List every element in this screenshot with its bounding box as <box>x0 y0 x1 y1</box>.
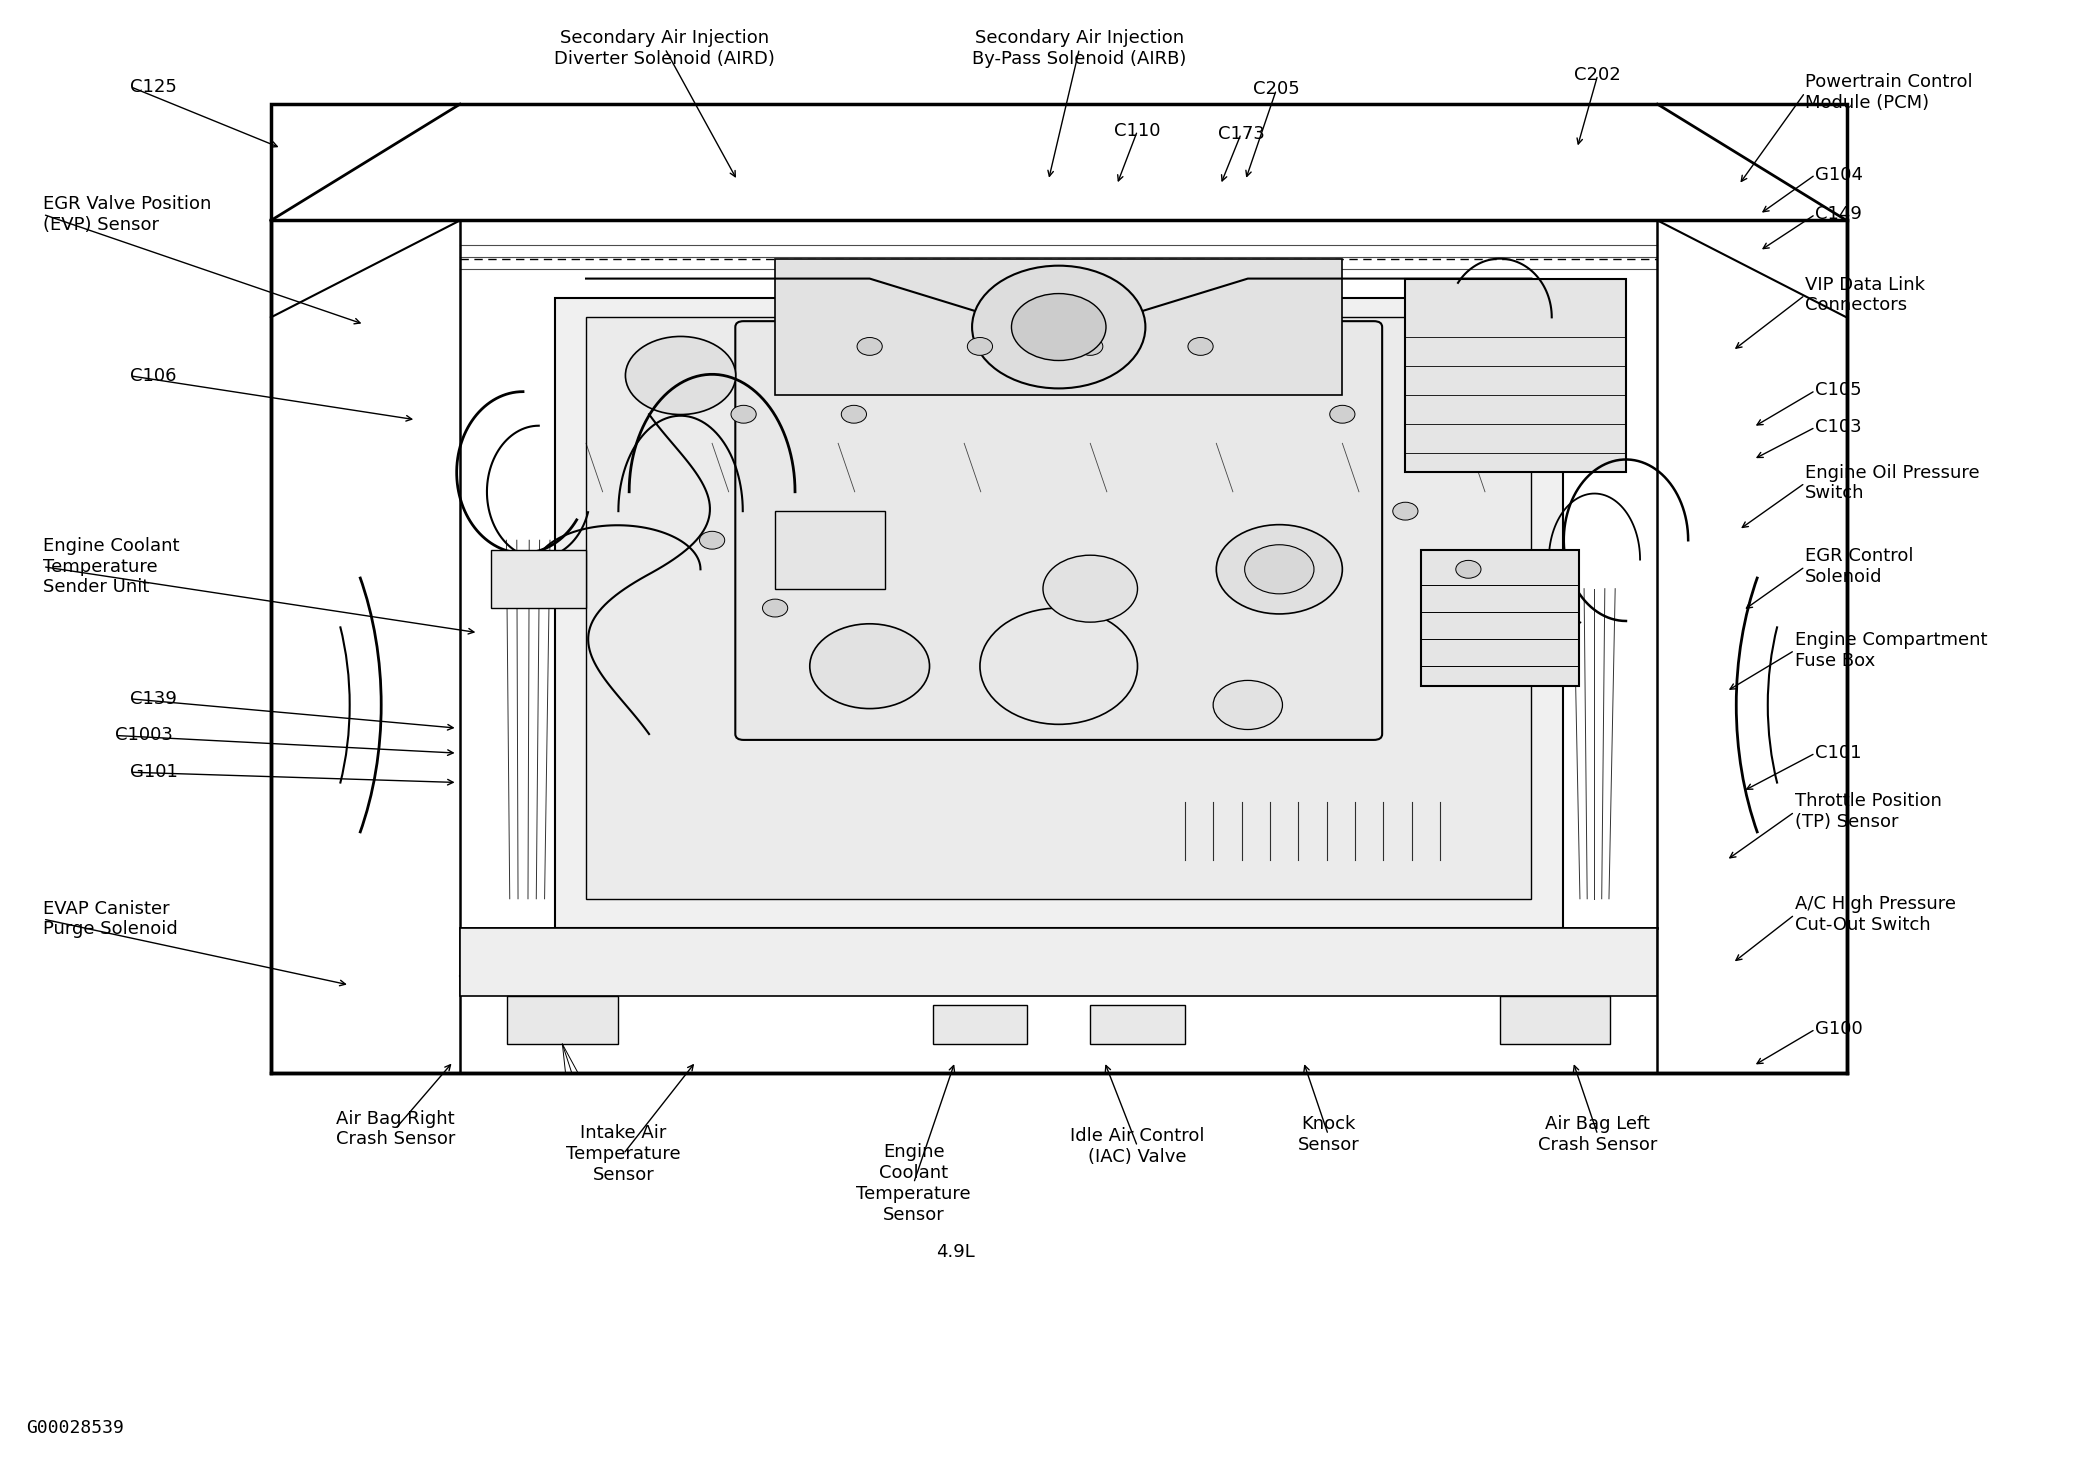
Text: Intake Air
Temperature
Sensor: Intake Air Temperature Sensor <box>567 1124 681 1184</box>
Text: G00028539: G00028539 <box>27 1420 125 1437</box>
Circle shape <box>1217 525 1343 613</box>
Text: C205: C205 <box>1254 81 1300 99</box>
Text: Engine Oil Pressure
Switch: Engine Oil Pressure Switch <box>1806 463 1981 503</box>
Circle shape <box>1077 337 1102 356</box>
Circle shape <box>1042 555 1138 622</box>
Bar <box>492 550 585 608</box>
Bar <box>932 1005 1028 1044</box>
Bar <box>554 299 1563 928</box>
Circle shape <box>762 599 787 616</box>
Text: C173: C173 <box>1219 125 1264 143</box>
Text: C1003: C1003 <box>116 727 172 744</box>
Circle shape <box>841 406 866 424</box>
Text: Air Bag Left
Crash Sensor: Air Bag Left Crash Sensor <box>1538 1115 1657 1155</box>
Bar <box>461 928 1657 996</box>
Bar <box>1422 550 1578 685</box>
Text: Engine Compartment
Fuse Box: Engine Compartment Fuse Box <box>1796 631 1987 669</box>
Text: G104: G104 <box>1814 166 1864 184</box>
Text: EVAP Canister
Purge Solenoid: EVAP Canister Purge Solenoid <box>44 900 179 938</box>
Text: C149: C149 <box>1814 206 1862 224</box>
Text: A/C High Pressure
Cut-Out Switch: A/C High Pressure Cut-Out Switch <box>1796 896 1956 934</box>
Bar <box>1405 278 1626 472</box>
Text: C125: C125 <box>131 78 176 96</box>
Bar <box>270 104 1846 1074</box>
Text: Engine
Coolant
Temperature
Sensor: Engine Coolant Temperature Sensor <box>855 1143 972 1224</box>
Bar <box>1501 996 1611 1044</box>
Circle shape <box>857 337 882 356</box>
Circle shape <box>625 337 735 415</box>
Text: C106: C106 <box>131 366 176 385</box>
Circle shape <box>1212 681 1283 730</box>
Circle shape <box>1393 502 1418 521</box>
Circle shape <box>1011 294 1107 360</box>
Circle shape <box>1187 337 1212 356</box>
Circle shape <box>1331 406 1356 424</box>
Text: C202: C202 <box>1574 66 1621 84</box>
Circle shape <box>1246 544 1314 594</box>
Text: Engine Coolant
Temperature
Sender Unit: Engine Coolant Temperature Sender Unit <box>44 537 179 596</box>
Circle shape <box>1455 560 1480 578</box>
Text: G100: G100 <box>1814 1021 1862 1039</box>
Text: C101: C101 <box>1814 744 1862 762</box>
Circle shape <box>967 337 992 356</box>
Text: C139: C139 <box>131 690 176 708</box>
Circle shape <box>810 624 930 709</box>
Text: C110: C110 <box>1115 122 1160 140</box>
Text: Air Bag Right
Crash Sensor: Air Bag Right Crash Sensor <box>336 1109 455 1149</box>
Text: C103: C103 <box>1814 418 1862 437</box>
Text: Powertrain Control
Module (PCM): Powertrain Control Module (PCM) <box>1806 74 1972 112</box>
Circle shape <box>731 406 756 424</box>
Text: Knock
Sensor: Knock Sensor <box>1298 1115 1360 1155</box>
Text: Secondary Air Injection
By-Pass Solenoid (AIRB): Secondary Air Injection By-Pass Solenoid… <box>972 29 1187 68</box>
Bar <box>585 318 1532 899</box>
Bar <box>507 996 617 1044</box>
Circle shape <box>972 266 1146 388</box>
Text: EGR Control
Solenoid: EGR Control Solenoid <box>1806 547 1914 585</box>
Text: C105: C105 <box>1814 381 1862 400</box>
FancyBboxPatch shape <box>735 321 1383 740</box>
Text: EGR Valve Position
(EVP) Sensor: EGR Valve Position (EVP) Sensor <box>44 194 212 234</box>
Text: VIP Data Link
Connectors: VIP Data Link Connectors <box>1806 275 1924 315</box>
Bar <box>774 259 1343 394</box>
Circle shape <box>700 531 725 549</box>
Bar <box>774 510 884 588</box>
Text: 4.9L: 4.9L <box>936 1243 974 1261</box>
Text: Secondary Air Injection
Diverter Solenoid (AIRD): Secondary Air Injection Diverter Solenoi… <box>554 29 774 68</box>
Text: Throttle Position
(TP) Sensor: Throttle Position (TP) Sensor <box>1796 793 1941 831</box>
Text: G101: G101 <box>131 763 179 781</box>
Bar <box>1090 1005 1185 1044</box>
Text: Idle Air Control
(IAC) Valve: Idle Air Control (IAC) Valve <box>1071 1127 1204 1167</box>
